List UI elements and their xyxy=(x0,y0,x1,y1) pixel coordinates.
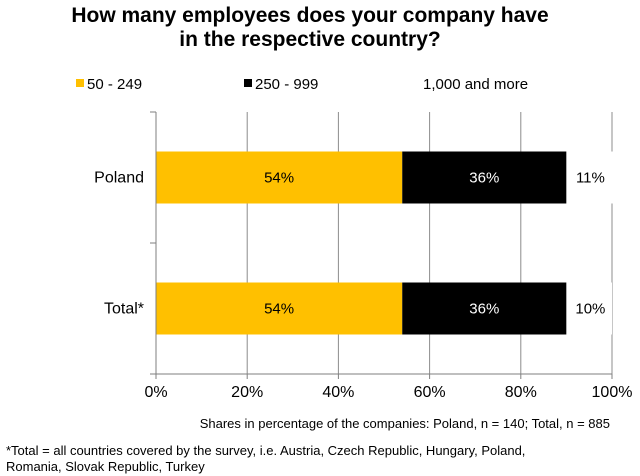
data-label: 10% xyxy=(575,301,605,318)
footnote: *Total = all countries covered by the su… xyxy=(6,443,636,475)
legend-swatch xyxy=(244,79,252,87)
category-label: Poland xyxy=(94,170,144,187)
x-tick-label: 0% xyxy=(144,384,167,401)
data-label: 11% xyxy=(576,170,605,187)
legend-label: 250 - 999 xyxy=(255,76,318,93)
x-tick-label: 80% xyxy=(505,384,537,401)
category-label: Total* xyxy=(104,301,144,318)
data-label: 54% xyxy=(264,301,294,318)
bar-segment xyxy=(402,151,567,204)
bar-segment xyxy=(402,282,567,335)
chart-title-line-1: How many employees does your company hav… xyxy=(71,4,549,27)
footnote-line-2: Romania, Slovak Republic, Turkey xyxy=(6,459,205,474)
legend-swatch xyxy=(76,79,84,87)
data-label: 54% xyxy=(264,170,294,187)
legend-label: 1,000 and more xyxy=(423,76,528,93)
chart-title-line-2: in the respective country? xyxy=(179,28,441,51)
bar-segment xyxy=(156,282,403,335)
data-label: 36% xyxy=(469,170,499,187)
bar-segment xyxy=(566,282,612,335)
x-tick-label: 20% xyxy=(231,384,263,401)
x-tick-label: 60% xyxy=(414,384,446,401)
sample-size-note: Shares in percentage of the companies: P… xyxy=(199,416,610,431)
bar-segment xyxy=(566,151,617,204)
chart-title: How many employees does your company hav… xyxy=(0,4,620,52)
legend-label: 50 - 249 xyxy=(87,76,142,93)
footnote-line-1: *Total = all countries covered by the su… xyxy=(6,443,526,458)
data-label: 36% xyxy=(469,301,499,318)
bar-segment xyxy=(156,151,403,204)
x-tick-label: 100% xyxy=(592,384,633,401)
x-tick-label: 40% xyxy=(322,384,354,401)
